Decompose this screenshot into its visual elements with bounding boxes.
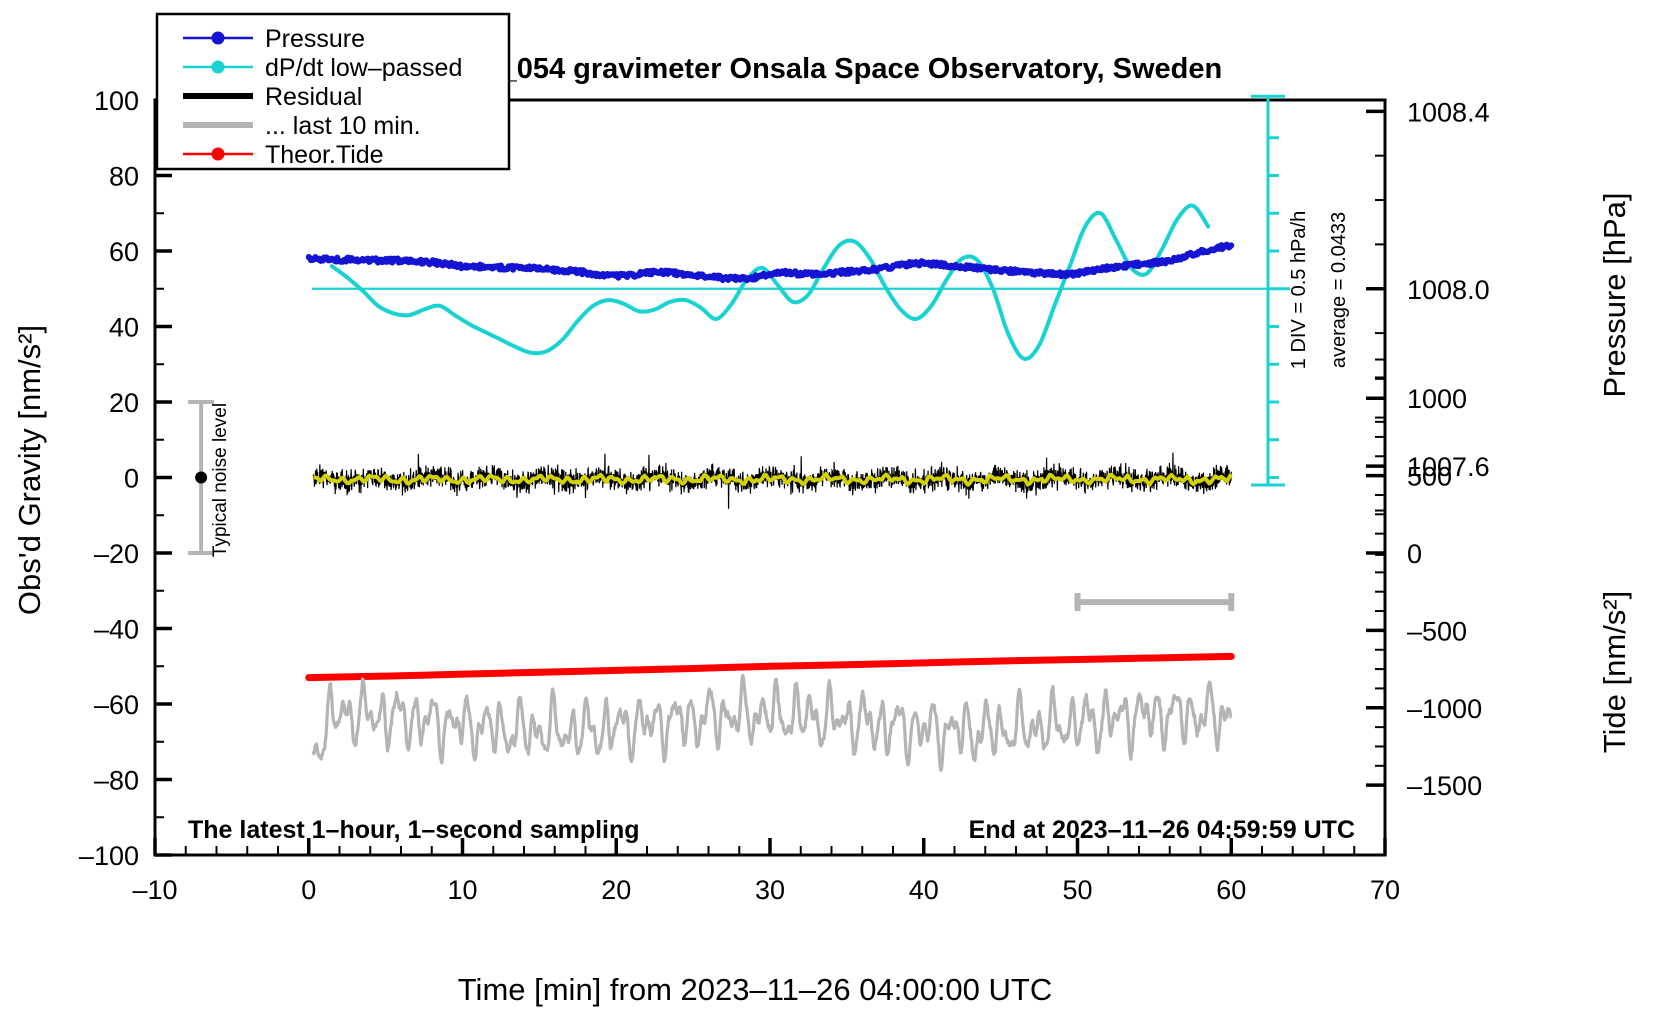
y-axis-left-ticks: 100 80 60 40 20 0 –20 –40 –60 –80 –100 [79, 86, 172, 871]
legend-item-label: Residual [265, 83, 362, 111]
y-axis-right-ticks: 1008.4 1008.0 1007.6 1000 500 0 –500 –1000 –1500 [1366, 97, 1490, 801]
x-tick-label: 40 [909, 875, 939, 905]
footer-right-note: End at 2023–11–26 04:59:59 UTC [969, 816, 1355, 844]
tide-tick-label: –500 [1407, 616, 1467, 646]
x-axis-title: Time [min] from 2023–11–26 04:00:00 UTC [458, 972, 1052, 1007]
x-tick-label: 60 [1216, 875, 1246, 905]
legend-item-2[interactable]: dP/dt low–passed [183, 54, 462, 82]
x-tick-label: –10 [132, 875, 177, 905]
series-theoretical-tide [305, 652, 1235, 682]
y-tick-label: –80 [94, 766, 139, 796]
y-tick-label: 60 [109, 237, 139, 267]
page-title: SCG_054 gravimeter Onsala Space Observat… [438, 53, 1222, 85]
legend-item-1[interactable]: Pressure [183, 25, 365, 53]
y-tick-label: –100 [79, 841, 139, 871]
tide-tick-label: –1500 [1407, 771, 1482, 801]
tide-tick-label: 0 [1407, 539, 1422, 569]
y-tick-label: 20 [109, 388, 139, 418]
dpdt-division-label: 1 DIV = 0.5 hPa/h [1288, 211, 1310, 369]
y-axis-tide-title: Tide [nm/s²] [1597, 591, 1632, 754]
legend-item-5[interactable]: Theor.Tide [183, 141, 384, 169]
pressure-tick-label: 1007.6 [1407, 452, 1490, 482]
annotation-layer [188, 94, 1290, 555]
x-tick-label: 70 [1370, 875, 1400, 905]
legend-item-4[interactable]: ... last 10 min. [183, 112, 421, 140]
series-pressure [305, 241, 1235, 284]
pressure-tick-label: 1008.0 [1407, 275, 1490, 305]
tide-tick-label: –1000 [1407, 694, 1482, 724]
pressure-tick-label: 1008.4 [1407, 97, 1490, 127]
legend-swatch-marker [211, 147, 225, 161]
y-tick-label: 40 [109, 313, 139, 343]
legend-swatch-marker [211, 31, 225, 45]
legend-swatch-marker [211, 60, 225, 74]
x-tick-label: 0 [301, 875, 316, 905]
x-tick-label: 10 [447, 875, 477, 905]
legend-item-label: ... last 10 min. [265, 112, 421, 140]
y-axis-pressure-title: Pressure [hPa] [1597, 192, 1632, 397]
legend-item-label: Pressure [265, 25, 365, 53]
footer-left-note: The latest 1–hour, 1–second sampling [188, 816, 640, 844]
series-residual-smoothed [313, 471, 1233, 487]
x-tick-label: 20 [601, 875, 631, 905]
tide-tick-label: 1000 [1407, 384, 1467, 414]
y-tick-label: –60 [94, 690, 139, 720]
x-tick-label: 30 [755, 875, 785, 905]
series-layer [305, 203, 1290, 772]
y-tick-label: 100 [94, 86, 139, 116]
y-tick-label: –40 [94, 615, 139, 645]
y-tick-label: 80 [109, 162, 139, 192]
legend-item-label: Theor.Tide [265, 141, 384, 169]
y-tick-label: 0 [124, 464, 139, 494]
noise-level-label: Typical noise level [210, 403, 231, 557]
noise-level-center-dot [195, 471, 208, 484]
legend-item-label: dP/dt low–passed [265, 54, 462, 82]
dpdt-average-label: average = 0.0433 [1328, 212, 1350, 368]
y-axis-left-title: Obs'd Gravity [nm/s²] [12, 325, 47, 615]
legend-item-3[interactable]: Residual [183, 83, 362, 111]
x-tick-label: 50 [1062, 875, 1092, 905]
series-last-10-min [311, 673, 1233, 772]
tide-tick-label: 500 [1407, 462, 1452, 492]
x-axis-ticks: –10 0 10 20 30 40 50 60 70 [132, 838, 1400, 905]
y-tick-label: –20 [94, 539, 139, 569]
